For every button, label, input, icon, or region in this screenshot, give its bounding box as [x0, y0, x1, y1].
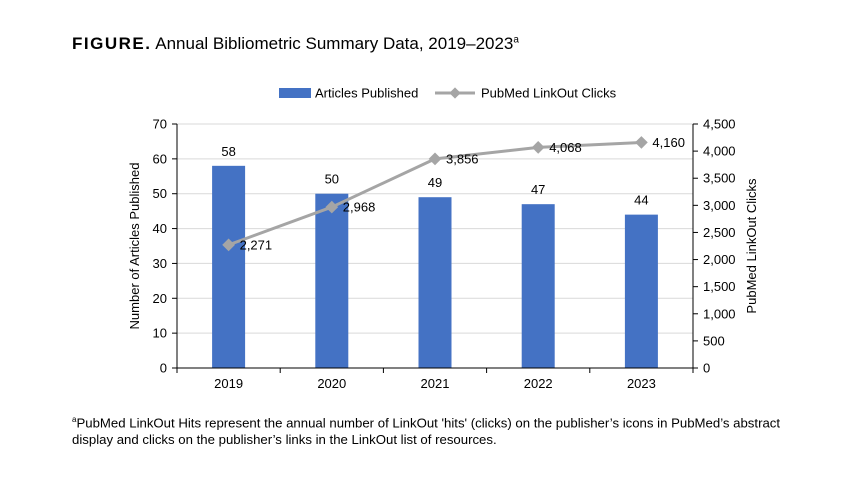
legend: Articles Published PubMed LinkOut Clicks	[279, 86, 617, 101]
left-tick-label: 70	[153, 117, 167, 132]
bars	[212, 165, 658, 368]
figure-title: FIGURE. Annual Bibliometric Summary Data…	[72, 34, 519, 54]
y-axis-title: Number of Articles Published	[127, 163, 142, 330]
left-tick-label: 10	[153, 326, 167, 341]
clicks-point-2021	[428, 152, 442, 166]
right-tick-label: 0	[703, 361, 710, 376]
figure-label: FIGURE.	[72, 34, 152, 53]
bar-value-label: 58	[221, 144, 235, 159]
clicks-point-2023	[635, 136, 648, 149]
line-value-label: 2,968	[343, 200, 376, 215]
data-labels: 58 50 49 47 44 2,271 2,968 3,856 4,068 4,160	[221, 135, 685, 252]
right-tick-label: 2,000	[703, 252, 736, 267]
right-tick-label: 4,500	[703, 117, 736, 132]
bar-value-label: 49	[428, 175, 442, 190]
footnote-text: PubMed LinkOut Hits represent the annual…	[72, 415, 781, 448]
line-value-label: 4,160	[652, 135, 685, 150]
right-tick-label: 3,500	[703, 171, 736, 186]
figure-title-marker: a	[513, 34, 519, 46]
left-tick-label: 0	[160, 361, 167, 376]
left-tick-label: 20	[153, 291, 167, 306]
legend-label-articles: Articles Published	[315, 86, 418, 101]
right-tick-label: 500	[703, 333, 725, 348]
left-tick-label: 40	[153, 221, 167, 236]
legend-marker-clicks	[449, 87, 461, 99]
footnote: aPubMed LinkOut Hits represent the annua…	[72, 411, 802, 448]
clicks-point-2022	[531, 141, 545, 154]
line-value-label: 4,068	[549, 140, 582, 155]
bar-value-label: 50	[325, 172, 339, 187]
left-tick-label: 60	[153, 151, 167, 166]
clicks-point-2019	[222, 238, 235, 252]
right-tick-label: 3,000	[703, 198, 736, 213]
x-tick-label: 2022	[524, 376, 553, 391]
combo-chart: 0 10 20 30 40 50 60 70 0 500 1,000 1,500 2,000 2,500 3…	[127, 86, 759, 392]
bar-2023	[624, 214, 658, 368]
bar-value-label: 47	[531, 182, 545, 197]
x-tick-label: 2021	[421, 376, 450, 391]
right-tick-label: 2,500	[703, 225, 736, 240]
axes: 0 10 20 30 40 50 60 70 0 500 1,000 1,500 2,000 2,500 3…	[127, 117, 759, 392]
right-tick-label: 1,000	[703, 306, 736, 321]
left-tick-label: 50	[153, 186, 167, 201]
x-tick-label: 2020	[317, 376, 346, 391]
y2-axis-title: PubMed LinkOut Clicks	[744, 178, 759, 314]
bar-2021	[418, 197, 452, 368]
legend-swatch-articles	[279, 88, 311, 98]
bar-2020	[315, 193, 349, 368]
footnote-marker: a	[72, 415, 77, 424]
left-tick-label: 30	[153, 256, 167, 271]
bar-2022	[521, 204, 555, 368]
x-tick-label: 2019	[214, 376, 243, 391]
figure-title-text: Annual Bibliometric Summary Data, 2019–2…	[155, 34, 514, 53]
bar-value-label: 44	[634, 193, 648, 208]
right-tick-label: 4,000	[703, 144, 736, 159]
bar-2019	[212, 165, 246, 368]
line-value-label: 3,856	[446, 151, 479, 166]
right-tick-label: 1,500	[703, 279, 736, 294]
clicks-point-2020	[325, 200, 339, 214]
x-tick-label: 2023	[627, 376, 656, 391]
line-value-label: 2,271	[240, 237, 273, 252]
legend-label-clicks: PubMed LinkOut Clicks	[481, 86, 617, 101]
